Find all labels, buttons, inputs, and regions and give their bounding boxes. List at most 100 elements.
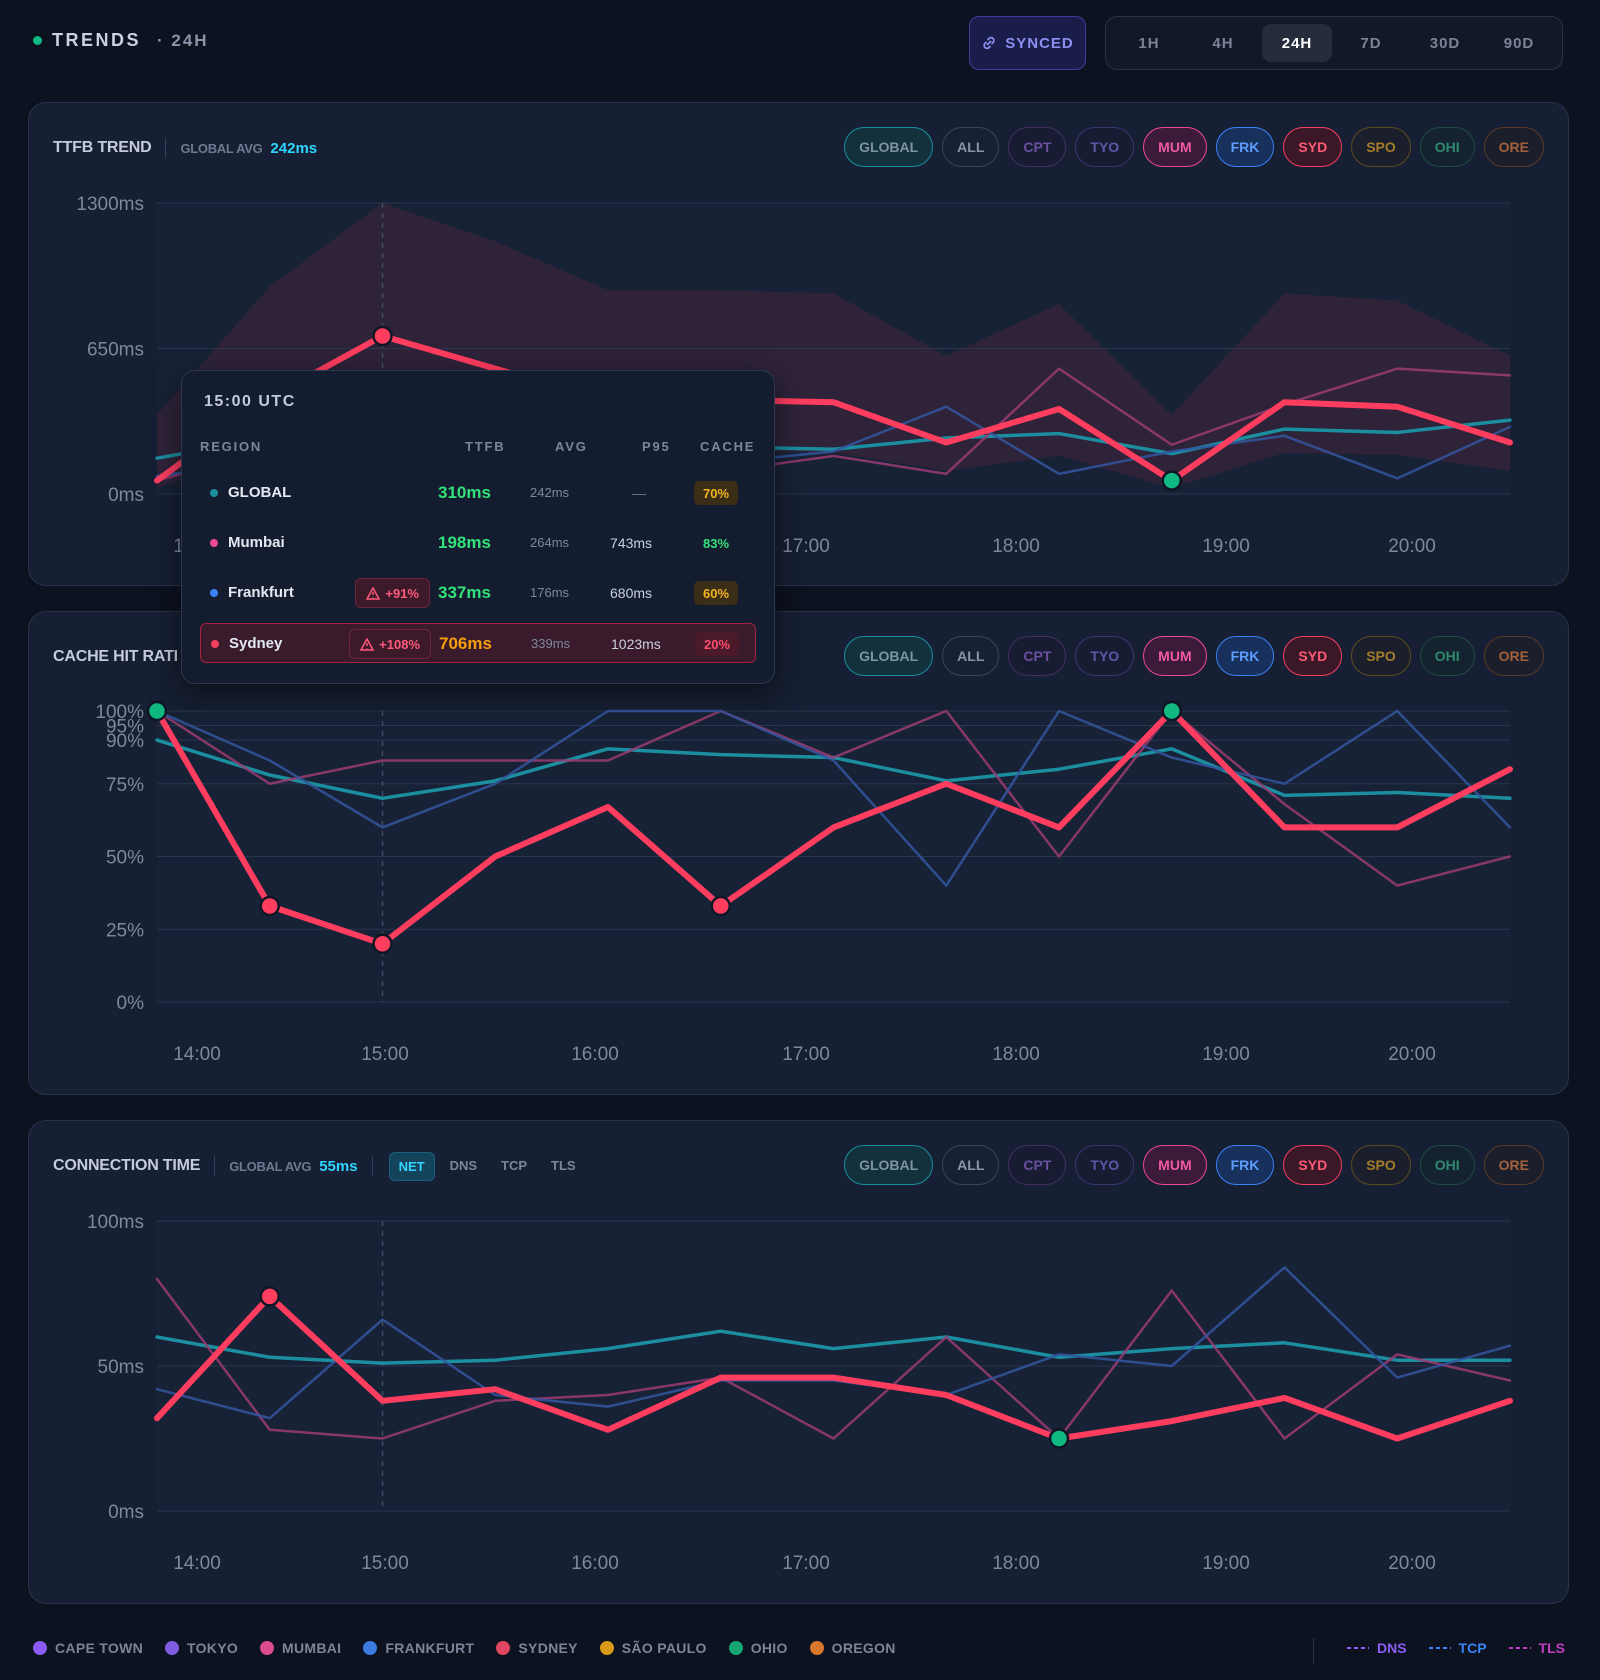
- synced-toggle-button[interactable]: SYNCED: [969, 16, 1086, 70]
- region-chip-mum[interactable]: MUM: [1143, 1145, 1207, 1185]
- x-tick-label: 19:00: [1202, 1044, 1250, 1065]
- range-button-4h[interactable]: 4H: [1212, 34, 1234, 52]
- legend-item-tls[interactable]: TLS: [1508, 1640, 1565, 1656]
- dashed-line-icon: [1428, 1647, 1451, 1649]
- region-chip-global[interactable]: GLOBAL: [844, 636, 934, 676]
- legend-item-sydney[interactable]: SYDNEY: [496, 1640, 577, 1656]
- tooltip-ttfb-value: 706ms: [439, 634, 492, 653]
- legend-label: MUMBAI: [282, 1640, 342, 1656]
- region-chip-spo[interactable]: SPO: [1351, 1145, 1411, 1185]
- time-range-selector: 1H 4H 24H 7D 30D 90D: [1105, 16, 1563, 70]
- range-button-7d[interactable]: 7D: [1360, 34, 1382, 52]
- legend-label: TLS: [1538, 1640, 1565, 1656]
- x-tick-label: 19:00: [1202, 1553, 1250, 1574]
- region-chip-ohi[interactable]: OHI: [1419, 127, 1475, 167]
- x-tick-label: 18:00: [992, 1553, 1040, 1574]
- region-chip-ore[interactable]: ORE: [1483, 1145, 1544, 1185]
- region-chip-spo[interactable]: SPO: [1351, 636, 1411, 676]
- y-tick-label: 650ms: [87, 340, 144, 361]
- legend-item-cape-town[interactable]: CAPE TOWN: [33, 1640, 143, 1656]
- y-tick-label: 50ms: [98, 1357, 144, 1378]
- range-button-24h[interactable]: 24H: [1262, 24, 1332, 62]
- data-point-marker[interactable]: [1161, 700, 1182, 722]
- data-point-marker[interactable]: [1161, 470, 1182, 491]
- region-chip-syd[interactable]: SYD: [1283, 636, 1343, 676]
- region-chip-mum[interactable]: MUM: [1143, 127, 1207, 167]
- region-chip-syd[interactable]: SYD: [1283, 127, 1343, 167]
- region-chip-ore[interactable]: ORE: [1483, 127, 1544, 167]
- link-icon: [983, 36, 995, 50]
- region-chip-frk[interactable]: FRK: [1215, 636, 1275, 676]
- region-chip-cpt[interactable]: CPT: [1008, 1145, 1067, 1185]
- x-tick-label: 16:00: [571, 1044, 619, 1065]
- x-tick-label: 17:00: [782, 536, 830, 557]
- series-line-mumbai[interactable]: [155, 709, 1512, 887]
- data-point-marker[interactable]: [710, 895, 731, 917]
- series-line-sydney[interactable]: [154, 1293, 1513, 1442]
- timing-tab-tcp[interactable]: TCP: [501, 1157, 528, 1173]
- region-chip-global[interactable]: GLOBAL: [844, 127, 934, 167]
- region-chip-cpt[interactable]: CPT: [1008, 127, 1067, 167]
- region-chip-ohi[interactable]: OHI: [1419, 636, 1475, 676]
- region-chip-cpt[interactable]: CPT: [1008, 636, 1067, 676]
- data-point-marker[interactable]: [1048, 1428, 1070, 1449]
- connection-time-line-chart: 100ms 50ms 0ms 14:00 15:00 16:00 17:00 18:00 19:…: [87, 1212, 1513, 1574]
- legend-item-oregon[interactable]: OREGON: [809, 1640, 896, 1656]
- legend-color-dot: [728, 1641, 743, 1655]
- tooltip-time: 15:00 UTC: [204, 393, 296, 410]
- region-chip-mum[interactable]: MUM: [1143, 636, 1207, 676]
- region-chip-syd[interactable]: SYD: [1283, 1145, 1343, 1185]
- data-point-marker[interactable]: [372, 325, 393, 347]
- data-point-marker[interactable]: [146, 700, 168, 722]
- legend-divider: [1313, 1638, 1314, 1664]
- legend-item-tcp[interactable]: TCP: [1428, 1640, 1487, 1656]
- tooltip-col-ttfb: TTFB: [465, 439, 506, 454]
- legend-item-frankfurt[interactable]: FRANKFURT: [363, 1640, 474, 1656]
- data-point-marker[interactable]: [259, 1286, 280, 1307]
- range-button-30d[interactable]: 30D: [1429, 34, 1461, 52]
- global-avg-value: 242ms: [270, 139, 318, 157]
- region-chip-frk[interactable]: FRK: [1215, 1145, 1275, 1185]
- legend-item-tokyo[interactable]: TOKYO: [165, 1640, 238, 1656]
- legend-item-ohio[interactable]: OHIO: [728, 1640, 788, 1656]
- data-point-marker[interactable]: [372, 933, 393, 955]
- x-tick-label: 18:00: [992, 1044, 1040, 1065]
- region-chip-all[interactable]: ALL: [942, 636, 1000, 676]
- conn-panel-header: CONNECTION TIME GLOBAL AVG 55ms NET DNS TC…: [53, 1121, 585, 1211]
- series-line-global[interactable]: [155, 1329, 1512, 1365]
- range-button-90d[interactable]: 90D: [1503, 34, 1535, 52]
- region-chip-tyo[interactable]: TYO: [1075, 1145, 1135, 1185]
- ttfb-panel-header: TTFB TREND GLOBAL AVG 242ms: [53, 103, 317, 193]
- region-chip-global[interactable]: GLOBAL: [844, 1145, 934, 1185]
- region-chip-ore[interactable]: ORE: [1483, 636, 1544, 676]
- page-title-group: TRENDS · 24H: [33, 30, 209, 51]
- timing-tab-tls[interactable]: TLS: [551, 1157, 576, 1173]
- range-button-1h[interactable]: 1H: [1138, 34, 1160, 52]
- series-line-frankfurt[interactable]: [155, 709, 1512, 887]
- data-point-marker[interactable]: [259, 895, 280, 917]
- x-tick-label: 14:00: [173, 1553, 221, 1574]
- legend-item-dns[interactable]: DNS: [1346, 1640, 1407, 1656]
- region-chip-tyo[interactable]: TYO: [1075, 127, 1135, 167]
- region-chip-ohi[interactable]: OHI: [1419, 1145, 1475, 1185]
- legend-label: SÃO PAULO: [621, 1640, 707, 1656]
- warning-icon: [366, 586, 381, 600]
- global-avg-label: GLOBAL AVG: [229, 1158, 312, 1174]
- legend-item-mumbai[interactable]: MUMBAI: [260, 1640, 341, 1656]
- region-chip-all[interactable]: ALL: [942, 1145, 1000, 1185]
- hover-tooltip: 15:00 UTC REGION TTFB AVG P95 CACHE GLOB…: [181, 370, 775, 684]
- legend-color-dot: [363, 1641, 378, 1655]
- tooltip-col-cache: CACHE: [700, 439, 756, 454]
- region-chip-frk[interactable]: FRK: [1215, 127, 1275, 167]
- legend-label: CAPE TOWN: [55, 1640, 143, 1656]
- timing-tab-net[interactable]: NET: [388, 1151, 435, 1181]
- timing-tab-dns[interactable]: DNS: [449, 1157, 478, 1173]
- cache-panel-header: CACHE HIT RATI: [53, 612, 178, 702]
- legend-color-dot: [809, 1641, 824, 1655]
- region-chip-tyo[interactable]: TYO: [1075, 636, 1135, 676]
- series-line-mumbai[interactable]: [155, 1277, 1512, 1440]
- legend-item-são-paulo[interactable]: SÃO PAULO: [599, 1640, 707, 1656]
- region-chip-all[interactable]: ALL: [942, 127, 1000, 167]
- region-chip-spo[interactable]: SPO: [1351, 127, 1411, 167]
- tooltip-cache-value: 70%: [694, 481, 739, 505]
